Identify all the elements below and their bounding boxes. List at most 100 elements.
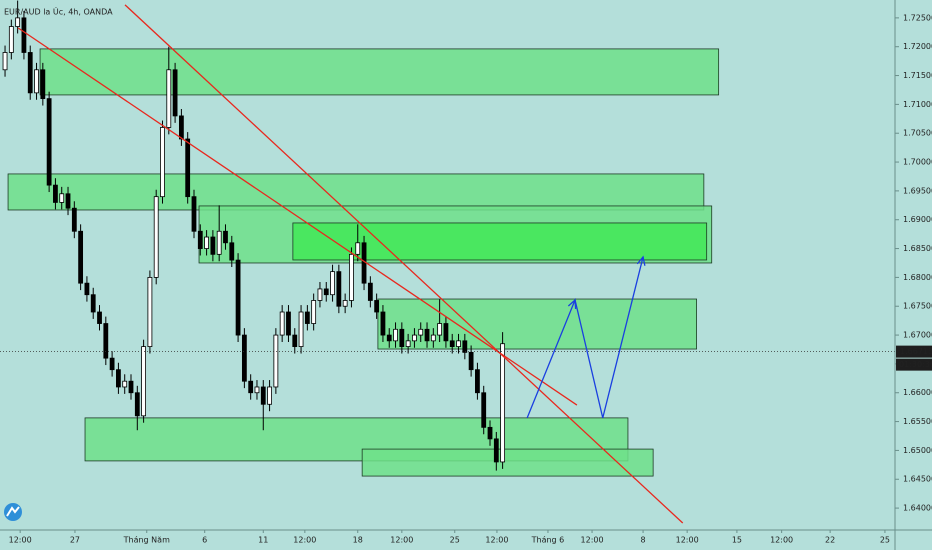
last-price-box — [896, 345, 932, 358]
candle-body — [330, 271, 335, 296]
countdown-label: 01:30:30 — [899, 360, 932, 369]
candle-body — [84, 282, 90, 296]
candle-body — [500, 343, 506, 463]
x-tick-label: 8 — [641, 536, 646, 545]
candle-body — [311, 300, 317, 324]
candle-body — [191, 196, 197, 232]
candle-body — [449, 340, 455, 348]
y-tick-label: 1.72500 — [903, 13, 932, 22]
trendline — [17, 27, 578, 406]
y-tick-label: 1.72000 — [903, 42, 932, 51]
candle-body — [443, 323, 449, 342]
candle-body — [40, 69, 46, 100]
x-tick-label: 12:00 — [390, 536, 413, 545]
candle-body — [178, 115, 184, 140]
last-price-label: 1.66713 — [900, 347, 932, 356]
candle-body — [349, 253, 354, 301]
candle-body — [412, 334, 417, 342]
candle-body — [59, 193, 65, 203]
candle-body — [8, 26, 14, 53]
candle-body — [128, 380, 134, 394]
y-tick-label: 1.70000 — [903, 158, 932, 167]
candle-body — [241, 334, 247, 382]
candle-body — [487, 426, 493, 440]
x-tick-label: Tháng 6 — [531, 536, 565, 545]
projection-path — [526, 256, 644, 419]
candle-body — [90, 294, 96, 313]
candle-body — [248, 380, 254, 394]
zone — [361, 448, 654, 477]
candle-body — [109, 357, 115, 371]
zone — [377, 298, 698, 350]
candle-body — [342, 300, 348, 307]
y-tick-label: 1.65500 — [903, 417, 932, 426]
zone — [39, 48, 720, 96]
candle-body — [166, 69, 172, 128]
candle-body — [141, 346, 147, 417]
trendline — [124, 4, 684, 524]
y-tick-label: 1.67500 — [903, 302, 932, 311]
arrow-head — [567, 298, 577, 310]
x-tick-label: 12:00 — [581, 536, 604, 545]
candle-body — [153, 196, 159, 278]
x-tick-label: 11 — [258, 536, 268, 545]
y-tick-label: 1.68000 — [903, 273, 932, 282]
candle-body — [229, 242, 235, 261]
candle-body — [462, 340, 468, 353]
x-tick-label: 12:00 — [770, 536, 793, 545]
candle-body — [254, 386, 260, 394]
candle-body — [298, 311, 304, 348]
y-tick-label: 1.65000 — [903, 446, 932, 455]
candle-body — [456, 340, 461, 348]
zone — [7, 173, 705, 211]
candle-body — [393, 328, 398, 342]
candle-body — [103, 323, 109, 359]
candle-body — [235, 259, 241, 336]
candle-body — [367, 282, 373, 301]
candle-body — [399, 328, 405, 348]
x-tick-label: 27 — [70, 536, 80, 545]
candle-body — [437, 323, 443, 336]
candle-body — [405, 340, 411, 348]
candle-body — [260, 386, 266, 405]
candle-body — [374, 300, 380, 313]
candle-body — [97, 311, 102, 324]
candle-body — [197, 230, 203, 249]
y-tick-label: 1.68500 — [903, 244, 932, 253]
logo — [4, 503, 22, 521]
candle-body — [134, 392, 140, 417]
x-tick-label: 15 — [732, 536, 742, 545]
x-tick-label: 18 — [353, 536, 363, 545]
candle-body — [147, 276, 153, 348]
candle-body — [493, 438, 499, 463]
candle-body — [304, 311, 310, 324]
candle-body — [468, 351, 474, 371]
x-tick-label: Tháng Năm — [123, 536, 170, 545]
candle-body — [336, 271, 342, 307]
candle-body — [292, 334, 298, 348]
y-tick-label: 1.70500 — [903, 129, 932, 138]
x-tick-label: 12:00 — [485, 536, 508, 545]
y-tick-label: 1.67000 — [903, 331, 932, 340]
candle-body — [27, 52, 33, 94]
countdown-box — [896, 358, 932, 371]
candle-body — [65, 193, 71, 209]
candle-body — [160, 127, 165, 198]
candle-body — [273, 334, 279, 388]
plot-area — [0, 0, 895, 524]
zone — [292, 222, 708, 261]
candle-body — [418, 328, 424, 336]
candle-body — [46, 98, 52, 186]
candle-body — [53, 184, 58, 203]
arrow-head — [636, 255, 646, 266]
candle-body — [71, 207, 77, 232]
x-tick-label: 25 — [450, 536, 460, 545]
candle-body — [185, 138, 191, 198]
candle-body — [424, 328, 430, 342]
candle-body — [223, 230, 228, 244]
y-tick-label: 1.64500 — [903, 475, 932, 484]
candle-body — [475, 369, 480, 394]
candle-body — [204, 236, 209, 249]
candle-body — [380, 311, 386, 336]
candle-body — [216, 230, 222, 255]
